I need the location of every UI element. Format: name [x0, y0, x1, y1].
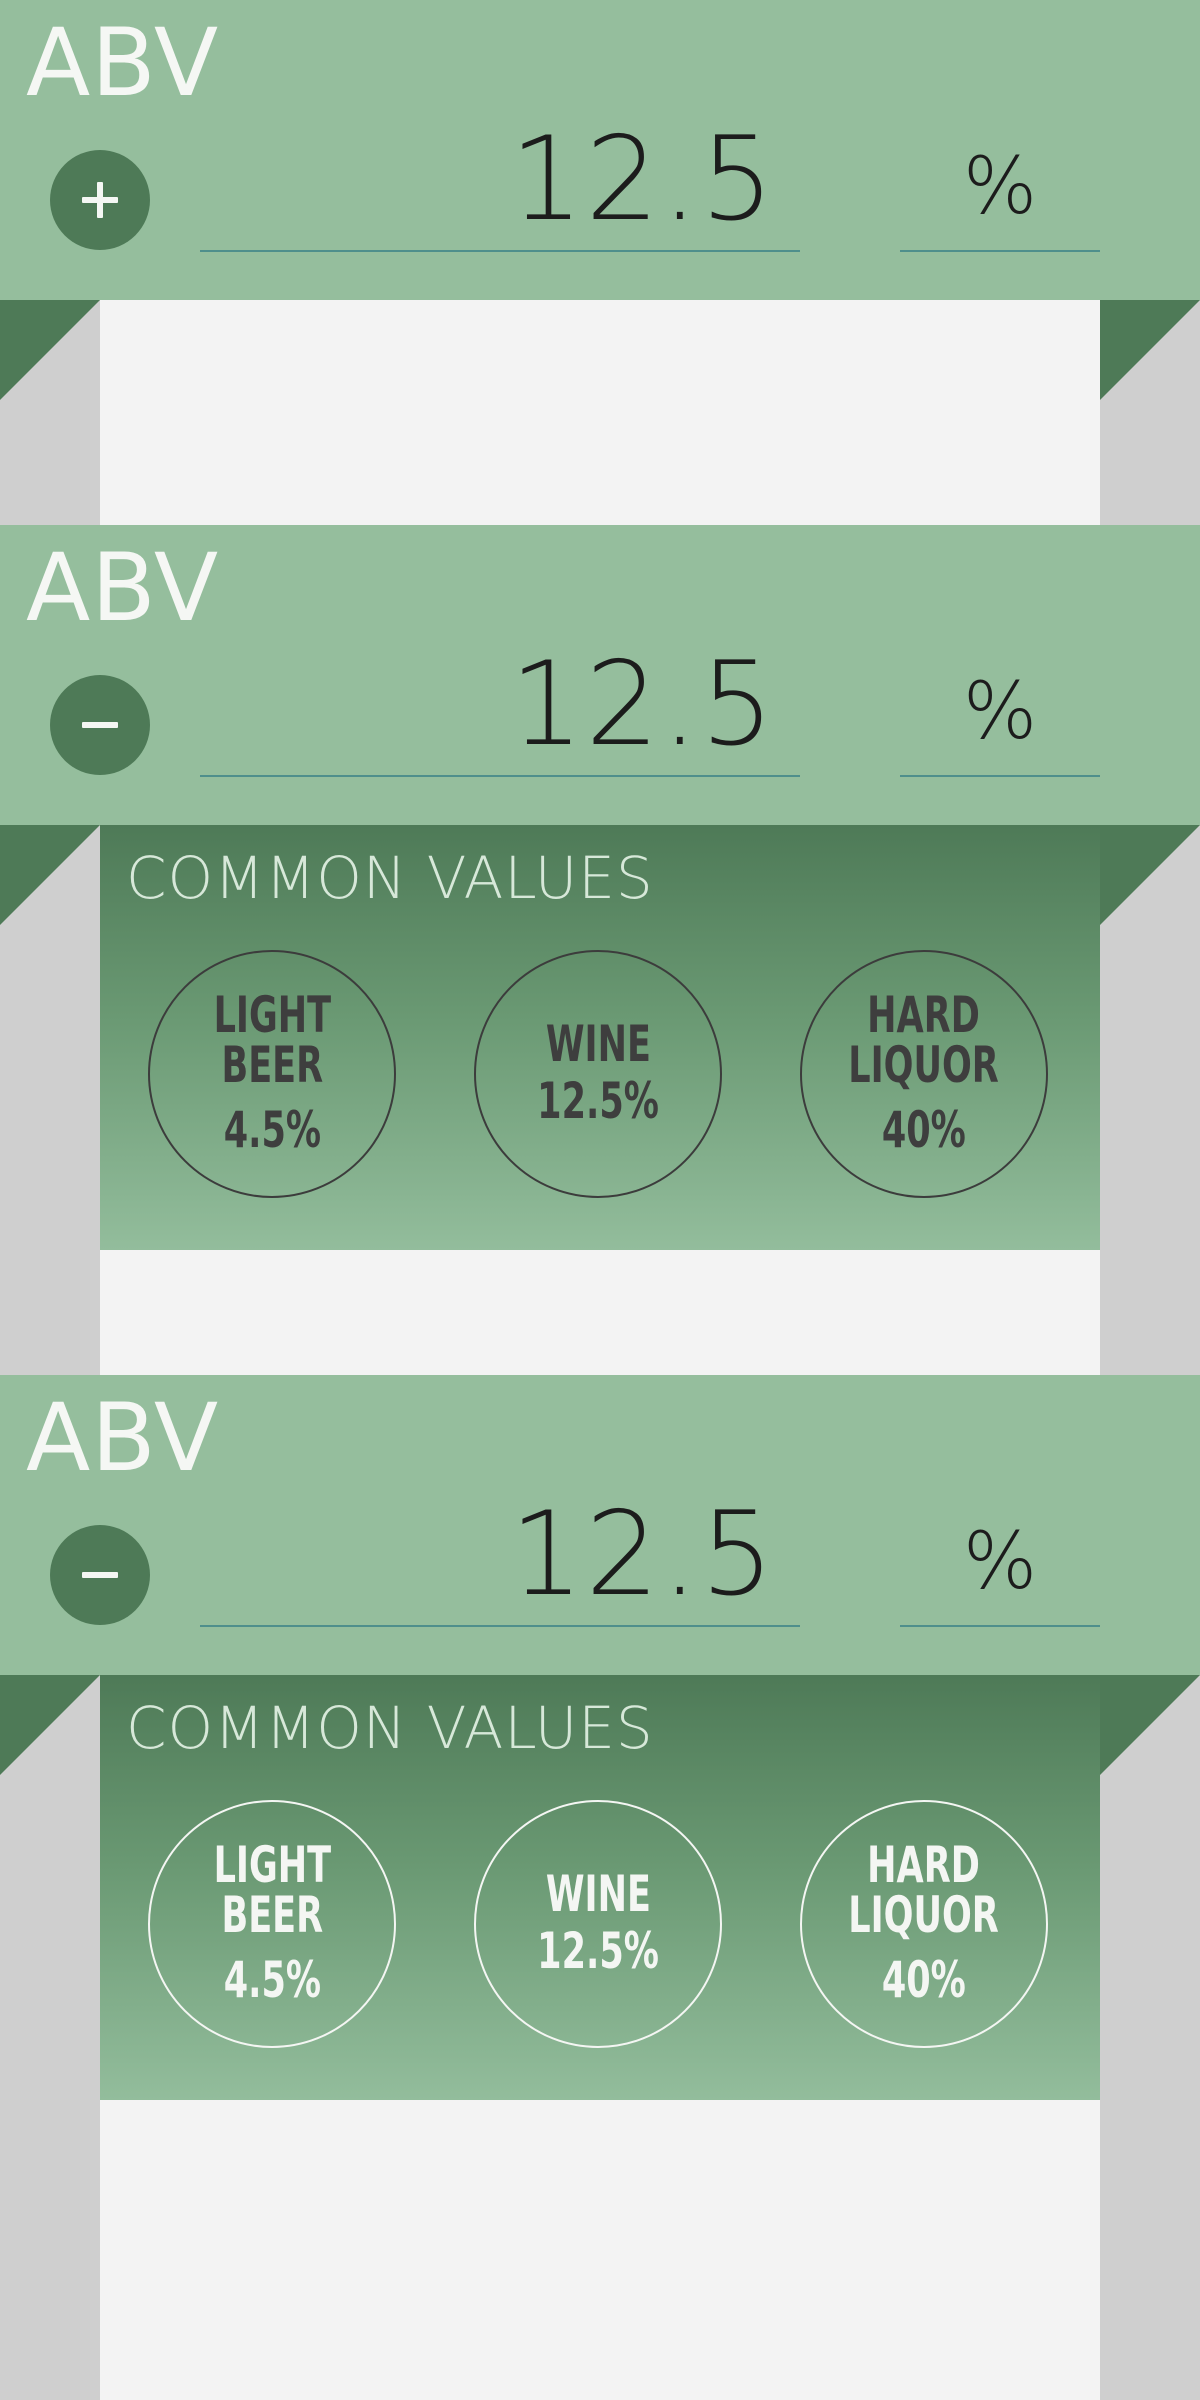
preset-wine[interactable]: WINE 12.5%: [474, 950, 722, 1198]
preset-light-beer[interactable]: LIGHT BEER 4.5%: [148, 950, 396, 1198]
unit-selector[interactable]: %: [900, 635, 1100, 777]
unit-selector[interactable]: %: [900, 110, 1100, 252]
preset-name: HARD LIQUOR: [848, 1836, 1000, 1944]
common-values-title: COMMON VALUES: [126, 844, 654, 912]
abv-header: ABV 12.5 %: [0, 525, 1200, 825]
preset-value: 4.5%: [223, 1951, 321, 2009]
fold-left: [0, 1675, 100, 1775]
abv-value: 12.5: [509, 637, 776, 772]
preset-light-beer[interactable]: LIGHT BEER 4.5%: [148, 1800, 396, 2048]
field-label: ABV: [26, 9, 220, 118]
abv-value-input[interactable]: 12.5: [200, 110, 800, 252]
collapse-button[interactable]: [50, 675, 150, 775]
preset-value: 4.5%: [223, 1101, 321, 1159]
fold-right: [1100, 825, 1200, 925]
preset-hard-liquor[interactable]: HARD LIQUOR 40%: [800, 950, 1048, 1198]
common-values-panel: COMMON VALUES LIGHT BEER 4.5% WINE 12.5%…: [100, 1675, 1100, 2100]
preset-hard-liquor[interactable]: HARD LIQUOR 40%: [800, 1800, 1048, 2048]
unit-label: %: [962, 1517, 1038, 1607]
preset-name: LIGHT BEER: [213, 986, 331, 1094]
abv-value: 12.5: [509, 1487, 776, 1622]
unit-selector[interactable]: %: [900, 1485, 1100, 1627]
fold-left: [0, 300, 100, 400]
preset-name: LIGHT BEER: [213, 1836, 331, 1944]
preset-name: HARD LIQUOR: [848, 986, 1000, 1094]
abv-value-input[interactable]: 12.5: [200, 635, 800, 777]
fold-right: [1100, 1675, 1200, 1775]
common-values-title: COMMON VALUES: [126, 1694, 654, 1762]
preset-value: 40%: [882, 1951, 966, 2009]
preset-name: WINE: [545, 1865, 651, 1923]
preset-wine[interactable]: WINE 12.5%: [474, 1800, 722, 2048]
field-label: ABV: [26, 534, 220, 643]
preset-value: 12.5%: [537, 1922, 659, 1980]
abv-header: ABV 12.5 %: [0, 0, 1200, 300]
abv-value-input[interactable]: 12.5: [200, 1485, 800, 1627]
unit-label: %: [962, 667, 1038, 757]
common-values-panel: COMMON VALUES LIGHT BEER 4.5% WINE 12.5%…: [100, 825, 1100, 1250]
fold-left: [0, 825, 100, 925]
abv-header: ABV 12.5 %: [0, 1375, 1200, 1675]
unit-label: %: [962, 142, 1038, 232]
preset-value: 40%: [882, 1101, 966, 1159]
expand-button[interactable]: [50, 150, 150, 250]
collapse-button[interactable]: [50, 1525, 150, 1625]
preset-value: 12.5%: [537, 1072, 659, 1130]
fold-right: [1100, 300, 1200, 400]
abv-value: 12.5: [509, 112, 776, 247]
preset-name: WINE: [545, 1015, 651, 1073]
field-label: ABV: [26, 1384, 220, 1493]
